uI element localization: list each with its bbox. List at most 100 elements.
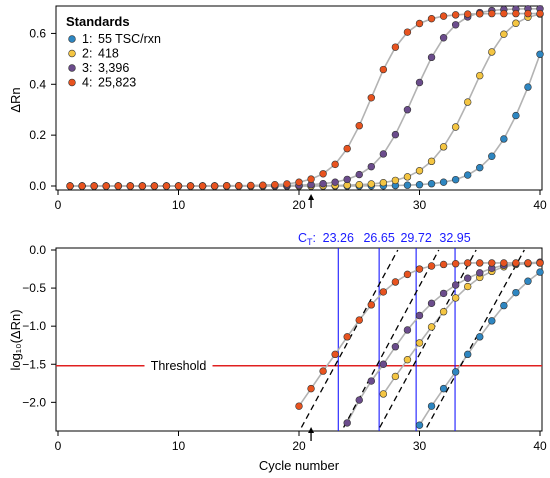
top-data-point — [488, 9, 496, 18]
top-arrow-marker — [308, 194, 315, 208]
threshold-label-bg — [144, 358, 213, 373]
top-data-point — [512, 19, 520, 27]
fit-lines — [300, 249, 525, 428]
top-data-point — [174, 182, 183, 190]
bottom-data-point — [367, 301, 375, 309]
bottom-data-point — [451, 281, 460, 289]
ct-value-label: 32.95 — [439, 231, 470, 245]
bottom-x-tick-label: 10 — [172, 439, 186, 453]
top-data-point — [451, 21, 460, 29]
bottom-data-point — [464, 274, 472, 282]
dashed-fit-line — [379, 249, 477, 428]
top-data-point — [451, 123, 460, 131]
top-data-point — [391, 176, 400, 185]
threshold-label: Threshold — [151, 359, 207, 373]
top-data-point — [102, 182, 110, 190]
ct-value-label: 26.65 — [363, 231, 394, 245]
bottom-data-point — [451, 294, 460, 302]
top-data-point — [524, 83, 532, 91]
top-data-point — [210, 182, 219, 190]
top-data-point — [307, 175, 315, 183]
bottom-data-point — [427, 402, 436, 410]
bottom-data-point — [536, 259, 544, 267]
top-points — [66, 5, 544, 190]
arrow-head — [308, 427, 315, 433]
bottom-y-tick-label: 0.0 — [29, 243, 46, 257]
bottom-data-point — [512, 288, 520, 297]
top-data-point — [427, 53, 436, 62]
top-curves — [70, 8, 541, 187]
top-data-point — [476, 163, 484, 172]
top-x-tick-label: 10 — [172, 198, 186, 212]
bottom-data-point — [464, 282, 472, 291]
bottom-data-point — [512, 259, 520, 267]
top-data-point — [451, 175, 460, 184]
top-data-point — [439, 178, 448, 186]
legend-entry-label: 3,396 — [98, 61, 129, 75]
legend-marker — [68, 49, 76, 58]
legend-entry-number: 1: — [82, 32, 92, 46]
top-data-point — [319, 170, 327, 178]
top-data-point — [162, 182, 171, 190]
bottom-data-point — [439, 384, 448, 393]
bottom-data-point — [343, 419, 351, 427]
bottom-y-tick-label: −2.0 — [22, 395, 46, 409]
top-data-point — [451, 11, 460, 19]
top-data-point — [367, 180, 375, 188]
top-series-line — [70, 12, 540, 187]
top-data-point — [355, 181, 363, 189]
log-panel: 0 10 20 30 40 −2.0 −1.5 −1.0 −0.5 0.0 Threshold C… — [8, 231, 547, 473]
bottom-data-point — [500, 301, 508, 310]
top-x-tick-label: 40 — [533, 198, 547, 212]
top-data-point — [391, 43, 400, 51]
bottom-data-point — [488, 317, 496, 325]
bottom-data-point — [343, 333, 351, 341]
legend-marker — [68, 64, 76, 72]
legend: Standards 1: 55 TSC/rxn 2: 418 3: 3,396 4: 25,8… — [66, 14, 161, 90]
legend-entry-label: 418 — [98, 47, 119, 61]
bottom-data-point — [524, 277, 532, 285]
bottom-data-point — [391, 278, 400, 286]
top-data-point — [464, 98, 472, 106]
legend-entry-number: 4: — [82, 76, 92, 90]
top-data-point — [283, 180, 291, 188]
top-data-point — [500, 135, 508, 143]
bottom-data-point — [403, 270, 412, 279]
bottom-axis-ticks: 0 10 20 30 40 −2.0 −1.5 −1.0 −0.5 0.0 — [22, 243, 547, 453]
bottom-x-tick-label: 0 — [55, 439, 62, 453]
top-data-point — [488, 48, 496, 56]
top-data-point — [223, 182, 231, 190]
top-data-point — [415, 78, 424, 87]
top-data-point — [415, 167, 424, 175]
bottom-data-point — [379, 360, 388, 368]
bottom-data-point — [355, 316, 363, 324]
bottom-series-line — [418, 271, 541, 426]
top-data-point — [126, 182, 135, 190]
bottom-data-point — [379, 390, 388, 398]
top-series-line — [70, 54, 541, 187]
legend-marker — [68, 35, 76, 43]
legend-marker — [68, 78, 76, 87]
top-y-tick-label: 0.2 — [29, 128, 46, 142]
top-data-point — [524, 9, 532, 18]
top-data-point — [500, 30, 508, 38]
top-data-point — [488, 152, 496, 160]
ct-label-prefix: CT: — [298, 231, 316, 247]
top-data-point — [439, 12, 448, 20]
bottom-data-point — [451, 260, 460, 268]
top-y-tick-label: 0.4 — [29, 77, 46, 91]
bottom-series-line — [346, 261, 541, 424]
top-y-axis-label: ΔRn — [8, 87, 23, 112]
bottom-series-line — [298, 262, 540, 407]
top-data-point — [403, 173, 412, 181]
bottom-y-tick-label: −1.5 — [22, 357, 46, 371]
bottom-data-point — [415, 265, 424, 273]
top-data-point — [66, 182, 74, 190]
top-y-tick-label: 0.6 — [29, 26, 46, 40]
top-y-tick-label: 0.0 — [29, 179, 46, 193]
top-data-point — [476, 71, 484, 80]
top-data-point — [90, 182, 98, 190]
top-data-point — [512, 111, 520, 120]
top-data-point — [415, 181, 424, 189]
top-data-point — [114, 182, 122, 190]
